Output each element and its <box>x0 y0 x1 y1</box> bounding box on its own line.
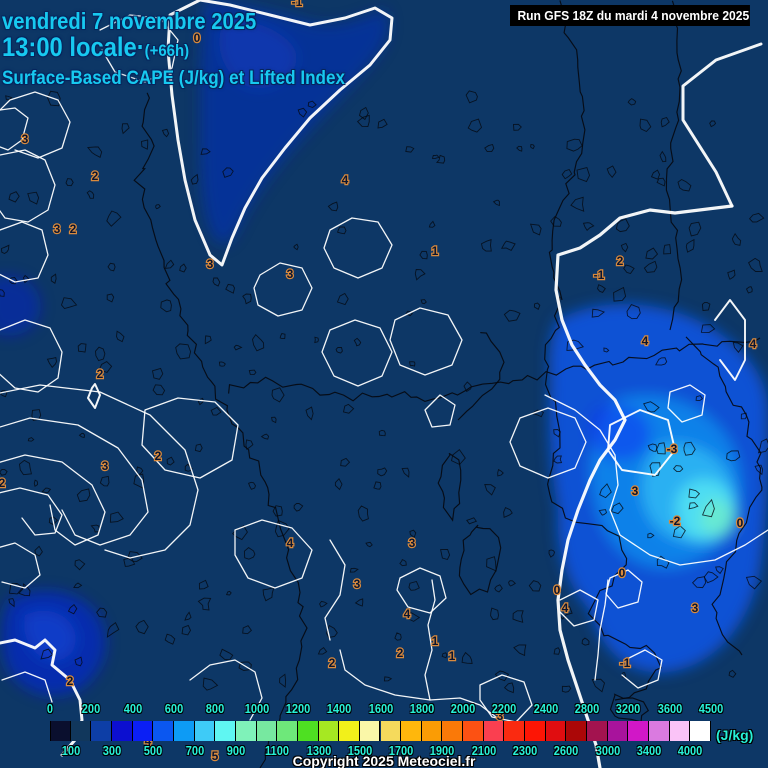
svg-text:-2: -2 <box>670 514 681 528</box>
svg-text:0: 0 <box>554 583 561 597</box>
svg-text:3: 3 <box>632 484 639 498</box>
svg-text:2: 2 <box>97 367 104 381</box>
svg-text:3: 3 <box>102 459 109 473</box>
svg-text:2: 2 <box>67 674 74 688</box>
svg-text:0: 0 <box>737 516 744 530</box>
svg-text:2: 2 <box>617 254 624 268</box>
svg-text:2: 2 <box>70 222 77 236</box>
svg-text:3: 3 <box>354 577 361 591</box>
svg-text:3: 3 <box>207 257 214 271</box>
svg-text:1: 1 <box>432 634 439 648</box>
svg-text:4: 4 <box>404 607 411 621</box>
svg-text:-1: -1 <box>594 268 605 282</box>
svg-text:4: 4 <box>562 601 569 615</box>
svg-text:5: 5 <box>212 749 219 763</box>
svg-text:1: 1 <box>432 244 439 258</box>
svg-text:-1: -1 <box>620 656 631 670</box>
svg-text:2: 2 <box>397 646 404 660</box>
svg-text:3: 3 <box>409 536 416 550</box>
svg-text:-3: -3 <box>667 442 678 456</box>
svg-text:4: 4 <box>287 536 294 550</box>
svg-text:4: 4 <box>642 334 649 348</box>
svg-text:2: 2 <box>329 656 336 670</box>
svg-text:3: 3 <box>54 222 61 236</box>
svg-text:-1: -1 <box>292 0 303 9</box>
svg-text:4: 4 <box>750 337 757 351</box>
svg-text:1: 1 <box>449 649 456 663</box>
svg-text:2: 2 <box>0 476 6 490</box>
svg-text:3: 3 <box>287 267 294 281</box>
svg-text:3: 3 <box>692 601 699 615</box>
svg-text:2: 2 <box>155 449 162 463</box>
svg-text:2: 2 <box>92 169 99 183</box>
svg-text:4: 4 <box>342 173 349 187</box>
svg-text:3: 3 <box>22 132 29 146</box>
svg-text:0: 0 <box>619 566 626 580</box>
